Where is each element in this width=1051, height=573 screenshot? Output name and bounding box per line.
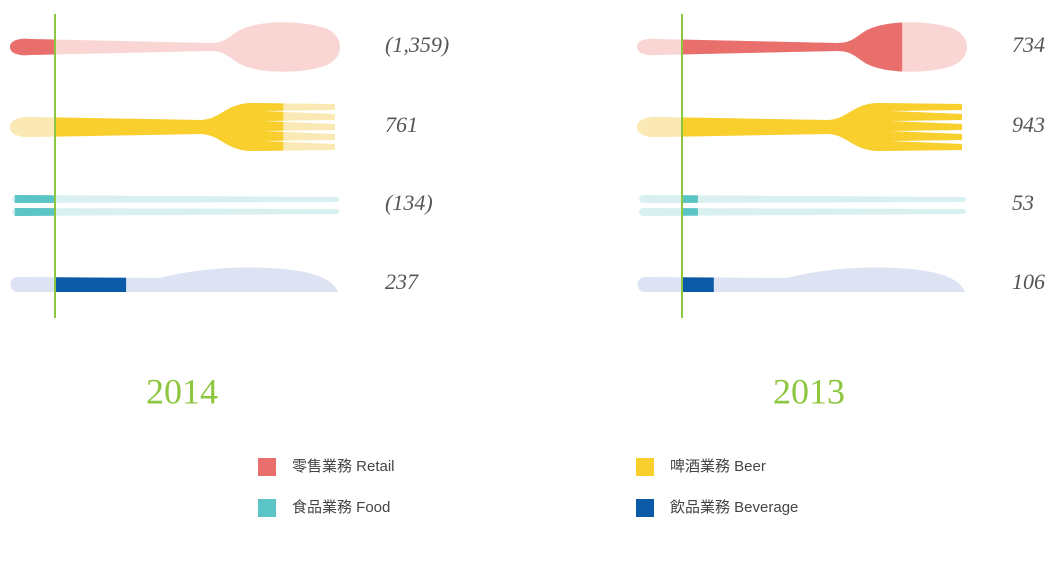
- utensil: [10, 22, 340, 72]
- panel: (1,359) 761 (134) 237 2014: [10, 14, 449, 411]
- value-label: 53: [1012, 190, 1034, 215]
- bar: [682, 195, 698, 216]
- bar: [14, 195, 56, 216]
- bar: [682, 267, 714, 292]
- panel-title: 2013: [773, 371, 845, 411]
- value-label: 734: [1012, 32, 1045, 57]
- bar: [682, 103, 962, 151]
- legend-swatch: [258, 499, 276, 517]
- legend-swatch: [636, 458, 654, 476]
- bar: [10, 22, 55, 72]
- utensil: [12, 195, 340, 216]
- bar: [55, 267, 127, 292]
- legend-label: 食品業務 Food: [292, 499, 390, 516]
- value-label: (1,359): [385, 32, 449, 57]
- legend-label: 啤酒業務 Beer: [670, 458, 766, 475]
- value-label: (134): [385, 190, 433, 215]
- value-label: 943: [1012, 112, 1045, 137]
- bar: [55, 103, 284, 151]
- legend-swatch: [258, 458, 276, 476]
- utensil: [637, 267, 965, 292]
- bar: [682, 22, 903, 72]
- value-label: 237: [385, 269, 419, 294]
- legend-swatch: [636, 499, 654, 517]
- value-label: 761: [385, 112, 418, 137]
- utensil: [639, 195, 967, 216]
- legend-label: 零售業務 Retail: [292, 458, 395, 475]
- legend-label: 飲品業務 Beverage: [670, 499, 798, 516]
- panel: 734 943 53 106 2013: [637, 14, 1045, 411]
- value-label: 106: [1012, 269, 1045, 294]
- panel-title: 2014: [146, 371, 218, 411]
